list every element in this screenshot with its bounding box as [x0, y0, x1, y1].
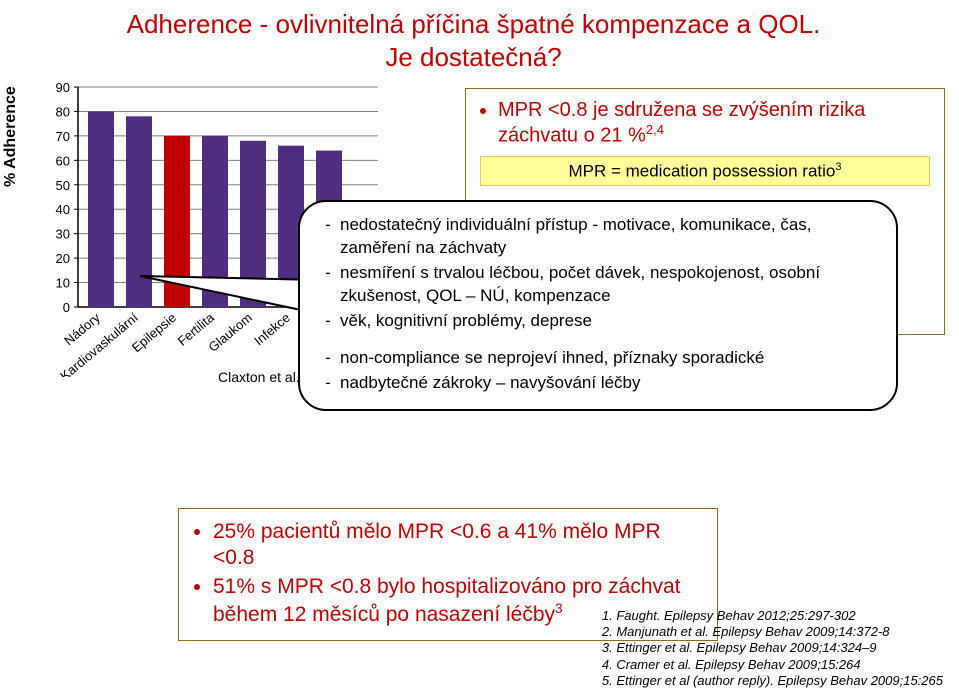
reference-line: 3. Ettinger et al. Epilepsy Behav 2009;1… — [602, 640, 943, 656]
svg-text:70: 70 — [56, 129, 70, 144]
reference-line: 2. Manjunath et al. Epilepsy Behav 2009;… — [602, 624, 943, 640]
page-title: Adherence - ovlivnitelná příčina špatné … — [8, 8, 939, 73]
svg-text:30: 30 — [56, 227, 70, 242]
reference-line: 4. Cramer et al. Epilepsy Behav 2009;15:… — [602, 657, 943, 673]
title-line1: Adherence - ovlivnitelná příčina špatné … — [127, 9, 821, 39]
bubble-row: -non-compliance se neprojeví ihned, příz… — [316, 347, 880, 370]
bubble-row: -nesmíření s trvalou léčbou, počet dávek… — [316, 262, 880, 308]
reference-line: 1. Faught. Epilepsy Behav 2012;25:297-30… — [602, 608, 943, 624]
chart-ylabel: % Adherence — [2, 86, 20, 187]
svg-text:80: 80 — [56, 104, 70, 119]
svg-text:60: 60 — [56, 153, 70, 168]
title-line2: Je dostatečná? — [385, 42, 561, 72]
finding-1: 25% pacientů mělo MPR <0.6 a 41% mělo MP… — [213, 519, 703, 572]
bubble-row: -nedostatečný individuální přístup - mot… — [316, 214, 880, 260]
references: 1. Faught. Epilepsy Behav 2012;25:297-30… — [602, 608, 943, 689]
svg-text:10: 10 — [56, 276, 70, 291]
svg-text:90: 90 — [56, 80, 70, 95]
svg-text:20: 20 — [56, 251, 70, 266]
svg-text:0: 0 — [63, 300, 70, 315]
bubble-row: -nadbytečné zákroky – navyšování léčby — [316, 372, 880, 395]
reference-line: 5. Ettinger et al (author reply). Epilep… — [602, 673, 943, 689]
mpr-definition-box: MPR = medication possession ratio3 — [480, 156, 930, 187]
mpr-headline: MPR <0.8 je sdružena se zvýšením rizika … — [498, 99, 930, 148]
causes-bubble: -nedostatečný individuální přístup - mot… — [298, 200, 898, 411]
svg-text:40: 40 — [56, 202, 70, 217]
bubble-row: -věk, kognitivní problémy, deprese — [316, 310, 880, 333]
svg-text:50: 50 — [56, 178, 70, 193]
